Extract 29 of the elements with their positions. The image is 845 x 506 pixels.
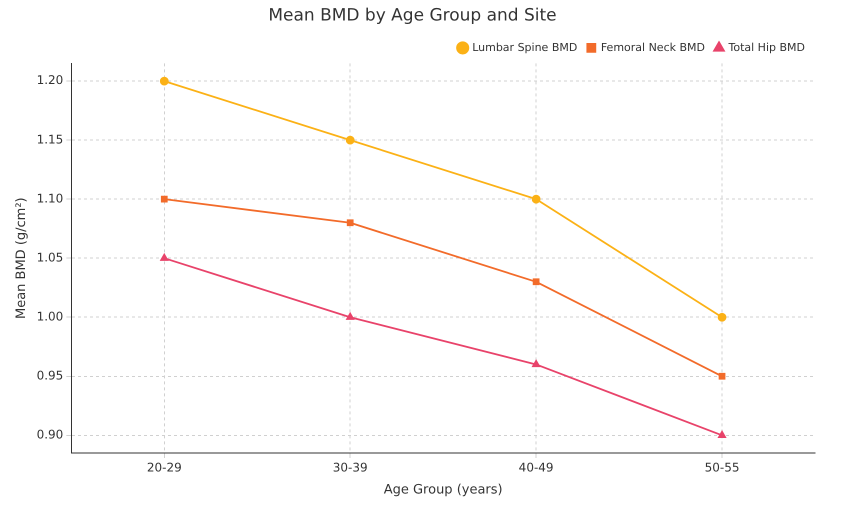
y-tick-label: 1.00 [36,309,64,324]
point [346,136,355,145]
y-axis-title: Mean BMD (g/cm²) [14,197,30,320]
point [718,430,726,438]
point [160,254,168,261]
point [532,194,541,204]
y-tick-label: 1.15 [36,132,64,146]
y-tick-label: 1.05 [36,250,64,264]
legend-label: Femoral Neck BMD [600,40,706,54]
x-tick-label: 20-29 [146,460,182,474]
point [718,312,726,322]
x-axis-title: Age Group (years) [384,482,503,498]
point [346,219,354,226]
point [346,312,354,320]
y-tick-label: 0.95 [36,368,64,382]
y-tick-label: 1.10 [36,191,64,206]
point [532,360,540,368]
y-tick-label: 0.90 [36,427,64,442]
point [160,76,169,86]
legend-label: Lumbar Spine BMD [472,40,578,54]
x-tick-label: 40-49 [518,460,554,474]
y-tick-label: 1.20 [36,73,64,88]
point [160,196,168,203]
x-tick-label: 50-55 [704,460,740,474]
point [532,278,540,286]
x-tick-label: 30-39 [332,460,368,474]
legend-label: Total Hip BMD [728,40,806,54]
chart-title: Mean BMD by Age Group and Site [268,6,557,26]
point [718,372,726,380]
